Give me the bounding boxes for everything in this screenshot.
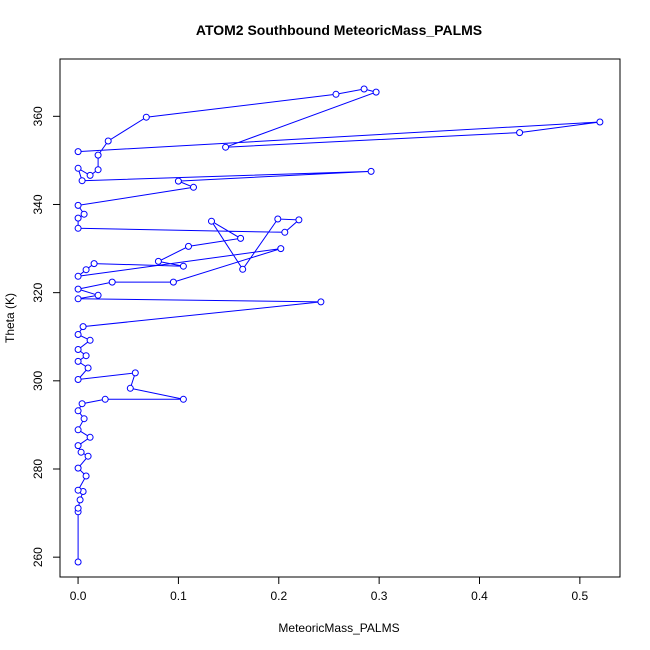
data-point bbox=[82, 266, 90, 274]
y-tick-label: 360 bbox=[31, 106, 45, 126]
data-point bbox=[179, 262, 187, 270]
y-axis-label: Theta (K) bbox=[3, 293, 17, 343]
data-point bbox=[185, 242, 192, 250]
data-point bbox=[94, 166, 102, 174]
data-point bbox=[274, 215, 282, 223]
data-point bbox=[86, 433, 94, 441]
data-point bbox=[142, 113, 150, 121]
data-point bbox=[84, 364, 92, 372]
data-point bbox=[90, 260, 98, 268]
data-point bbox=[74, 376, 82, 383]
data-point bbox=[126, 384, 134, 392]
data-point bbox=[74, 486, 82, 494]
y-tick-label: 320 bbox=[31, 282, 45, 302]
data-point bbox=[94, 291, 102, 299]
y-tick-label: 340 bbox=[31, 194, 45, 214]
data-point bbox=[74, 357, 82, 365]
data-point bbox=[84, 452, 92, 460]
data-point bbox=[131, 369, 139, 377]
data-point bbox=[169, 278, 177, 286]
data-point bbox=[101, 395, 109, 403]
x-tick-label: 0.3 bbox=[371, 589, 388, 603]
data-point bbox=[94, 151, 102, 159]
data-point bbox=[74, 346, 82, 353]
x-tick-label: 0.2 bbox=[270, 589, 287, 603]
data-point bbox=[80, 210, 88, 218]
x-axis: 0.0 0.1 0.2 0.3 0.4 0.5 bbox=[70, 576, 589, 603]
data-point bbox=[74, 558, 82, 566]
data-point bbox=[74, 148, 82, 156]
data-point bbox=[277, 245, 285, 253]
data-point bbox=[74, 426, 82, 434]
data-point bbox=[74, 407, 82, 415]
x-tick-label: 0.0 bbox=[70, 589, 87, 603]
data-point bbox=[222, 143, 230, 151]
data-point bbox=[317, 298, 325, 306]
data-point bbox=[74, 201, 82, 209]
x-tick-label: 0.5 bbox=[572, 589, 589, 603]
data-point bbox=[79, 323, 87, 331]
data-point bbox=[74, 504, 82, 512]
y-tick-label: 260 bbox=[31, 547, 45, 567]
data-point bbox=[74, 224, 82, 232]
data-point bbox=[86, 171, 94, 179]
data-point bbox=[596, 118, 604, 126]
data-point bbox=[516, 129, 524, 137]
data-series bbox=[74, 85, 604, 566]
data-point bbox=[174, 177, 182, 185]
y-axis: 260 280 300 320 340 360 bbox=[31, 106, 61, 567]
data-point bbox=[74, 285, 82, 293]
chart-title: ATOM2 Southbound MeteoricMass_PALMS bbox=[196, 22, 482, 38]
data-point bbox=[208, 217, 215, 225]
data-point bbox=[295, 216, 303, 224]
data-point bbox=[76, 496, 84, 504]
x-axis-label: MeteoricMass_PALMS bbox=[278, 621, 399, 635]
data-point bbox=[74, 295, 82, 303]
data-point bbox=[82, 352, 90, 360]
data-point bbox=[360, 85, 368, 93]
data-point bbox=[104, 137, 112, 145]
data-point bbox=[74, 214, 82, 222]
x-tick-label: 0.1 bbox=[170, 589, 187, 603]
data-point bbox=[332, 90, 340, 98]
data-point bbox=[74, 272, 82, 280]
data-point bbox=[78, 400, 86, 408]
data-point bbox=[74, 464, 82, 472]
y-tick-label: 300 bbox=[31, 370, 45, 390]
data-point bbox=[78, 177, 86, 185]
data-point bbox=[281, 228, 289, 236]
data-point bbox=[179, 395, 187, 403]
y-tick-label: 280 bbox=[31, 459, 45, 479]
data-point bbox=[80, 415, 88, 423]
data-point bbox=[77, 448, 85, 456]
x-tick-label: 0.4 bbox=[471, 589, 488, 603]
data-point bbox=[239, 265, 247, 273]
data-point bbox=[86, 336, 94, 344]
series-line bbox=[76, 88, 600, 562]
data-point bbox=[108, 278, 116, 286]
data-point bbox=[74, 442, 82, 450]
data-point bbox=[74, 164, 82, 172]
data-point bbox=[237, 234, 245, 242]
data-point bbox=[367, 167, 375, 175]
data-point bbox=[74, 331, 82, 338]
data-point bbox=[154, 257, 162, 265]
data-point bbox=[372, 88, 380, 96]
data-point bbox=[82, 472, 90, 480]
data-point bbox=[190, 183, 197, 191]
